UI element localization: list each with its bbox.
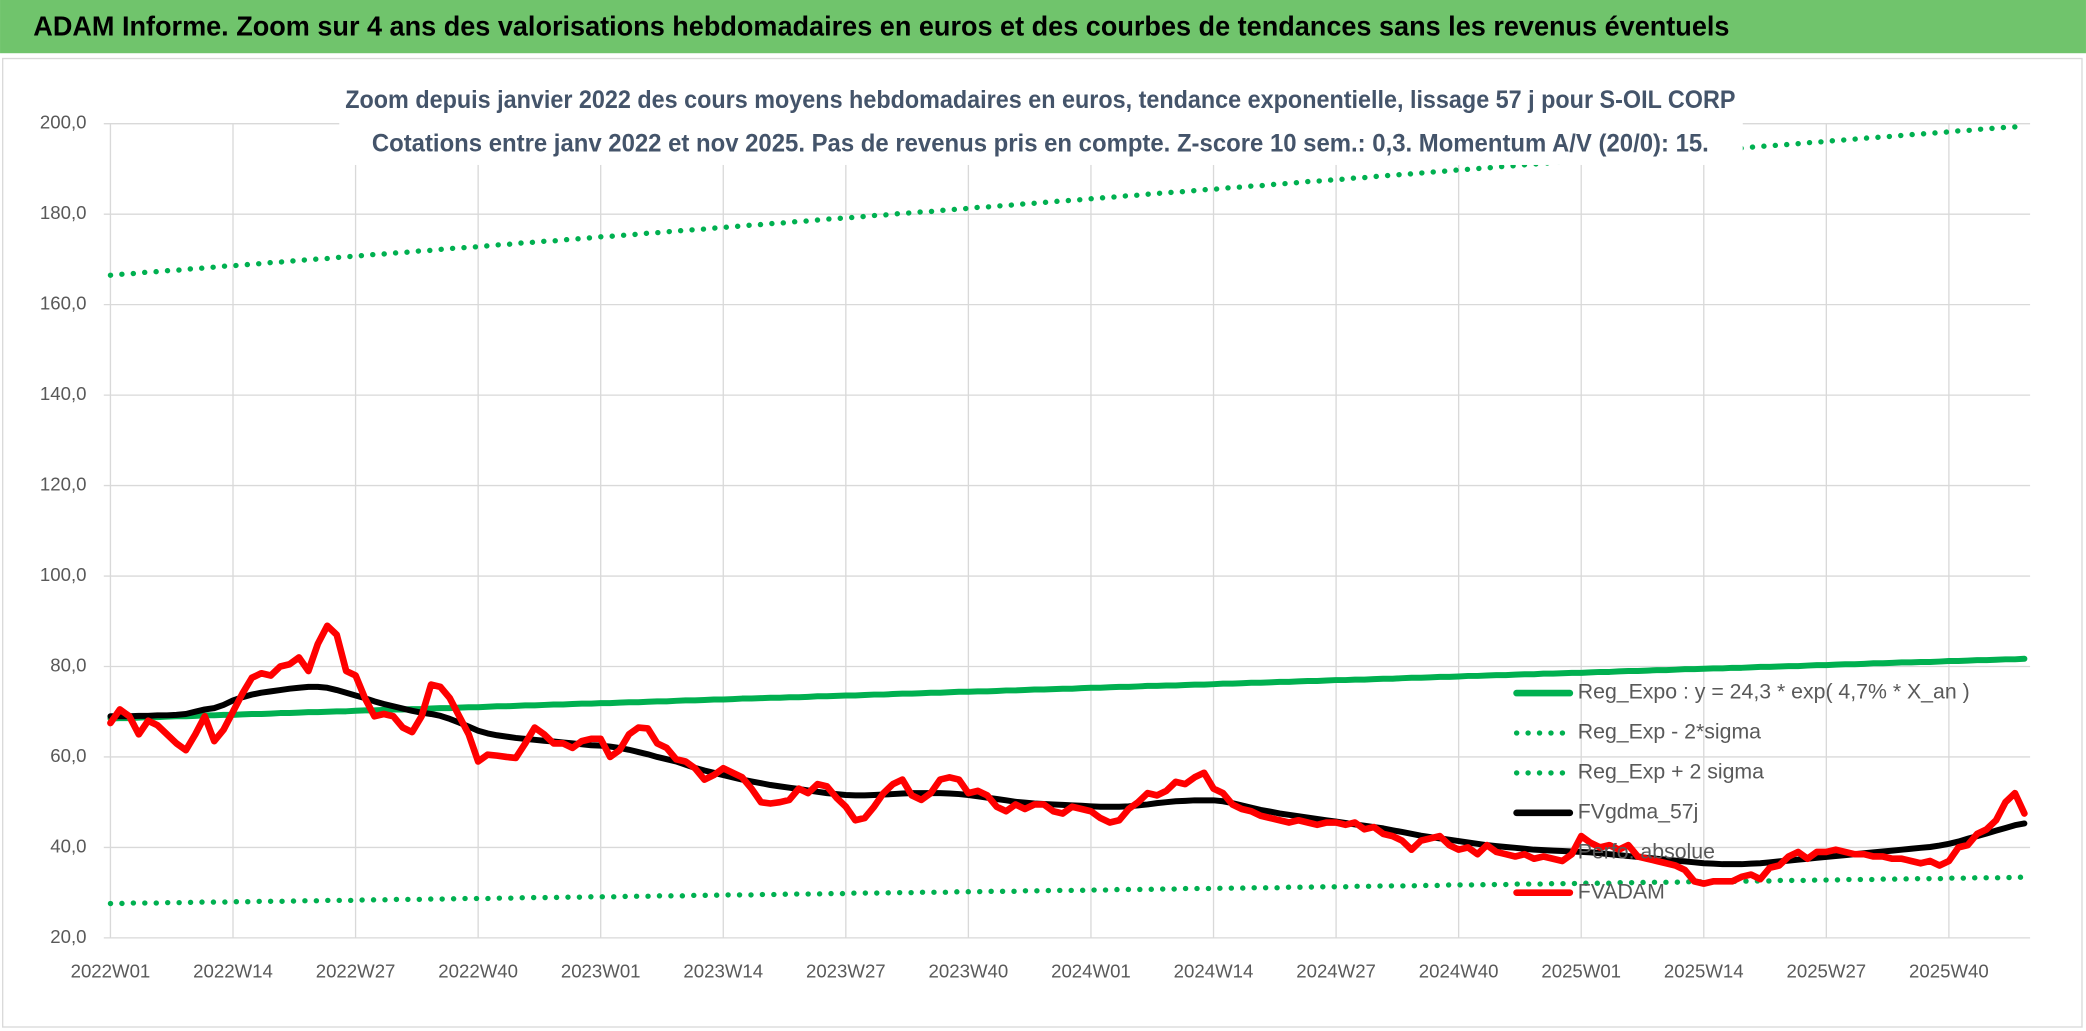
x-tick-label: 2025W40 (1909, 960, 1989, 981)
x-tick-label: 2023W14 (683, 960, 763, 981)
x-tick-label: 2025W01 (1541, 960, 1621, 981)
x-tick-label: 2024W40 (1419, 960, 1499, 981)
legend-label: Reg_Exp - 2*sigma (1578, 720, 1761, 744)
series-line (107, 874, 2028, 907)
chart-subtitle: Cotations entre janv 2022 et nov 2025. P… (372, 130, 1709, 158)
y-tick-label: 40,0 (50, 835, 86, 856)
y-tick-label: 180,0 (40, 202, 87, 223)
legend: Reg_Expo : y = 24,3 * exp( 4,7% * X_an )… (1513, 680, 1970, 903)
chart-frame (2, 57, 2083, 1028)
y-tick-label: 100,0 (40, 564, 87, 585)
legend-label: Perfo. absolue (1578, 839, 1715, 863)
y-tick-label: 140,0 (40, 383, 87, 404)
title-box (339, 77, 1743, 165)
x-tick-label: 2024W01 (1051, 960, 1131, 981)
plot-area: 20,0 40,0 60,0 80,0 100,0 120,0 140,0 160,0 180,… (40, 112, 2031, 981)
legend-label: FVADAM (1578, 879, 1665, 903)
x-tick-label: 2025W14 (1664, 960, 1744, 981)
y-tick-label: 200,0 (40, 112, 87, 133)
x-tick-label: 2022W27 (316, 960, 396, 981)
x-tick-label: 2024W27 (1296, 960, 1376, 981)
y-tick-label: 160,0 (40, 293, 87, 314)
x-tick-label: 2023W40 (929, 960, 1009, 981)
y-tick-label: 120,0 (40, 473, 87, 494)
chart-title: Zoom depuis janvier 2022 des cours moyen… (345, 86, 1735, 114)
x-tick-label: 2022W14 (193, 960, 273, 981)
x-tick-label: 2025W27 (1787, 960, 1867, 981)
legend-label: Reg_Exp + 2 sigma (1578, 760, 1764, 784)
x-tick-label: 2023W27 (806, 960, 886, 981)
header-title: ADAM Informe. Zoom sur 4 ans des valoris… (33, 10, 1729, 41)
series-line (107, 622, 2028, 887)
legend-label: Reg_Expo : y = 24,3 * exp( 4,7% * X_an ) (1578, 680, 1970, 704)
x-tick-label: 2024W14 (1174, 960, 1254, 981)
series-line (107, 655, 2028, 722)
y-tick-label: 80,0 (50, 654, 86, 675)
x-tick-label: 2023W01 (561, 960, 641, 981)
series-line (107, 683, 2028, 868)
x-tick-label: 2022W40 (438, 960, 518, 981)
legend-label: FVgdma_57j (1578, 799, 1699, 823)
x-tick-label: 2022W01 (71, 960, 151, 981)
y-tick-label: 60,0 (50, 745, 86, 766)
header-bar (0, 0, 2086, 54)
y-tick-label: 20,0 (50, 926, 86, 947)
